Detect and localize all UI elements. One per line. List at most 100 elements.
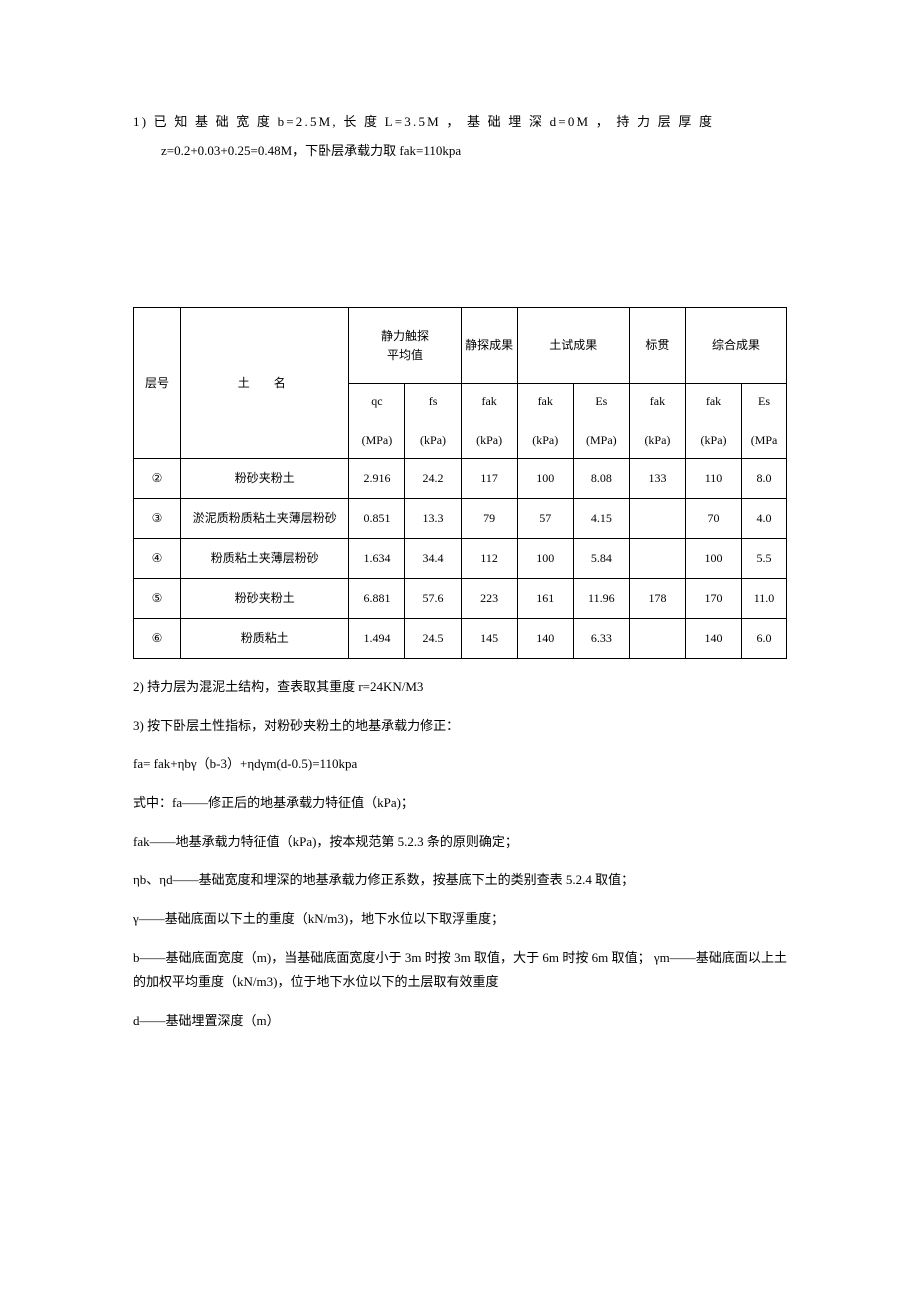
table-cell: 57 [517, 498, 573, 538]
th-fak4-l: fak [688, 392, 739, 411]
table-row: ⑥粉质粘土1.49424.51451406.331406.0 [134, 618, 787, 658]
table-cell [629, 618, 685, 658]
table-cell: 4.15 [573, 498, 629, 538]
table-cell: 4.0 [742, 498, 787, 538]
table-cell: 1.494 [349, 618, 405, 658]
table-cell: ⑤ [134, 578, 181, 618]
table-cell: 145 [461, 618, 517, 658]
para-1b: z=0.2+0.03+0.25=0.48M，下卧层承载力取 fak=110kpa [133, 139, 787, 164]
th-fak1-u: (kPa) [464, 431, 515, 450]
para-5: 式中：fa——修正后的地基承载力特征值（kPa)； [133, 791, 787, 816]
para-7: ηb、ηd——基础宽度和埋深的地基承载力修正系数，按基底下土的类别查表 5.2.… [133, 868, 787, 893]
table-cell: 170 [685, 578, 741, 618]
th-fak3-l: fak [632, 392, 683, 411]
table-cell: ⑥ [134, 618, 181, 658]
th-static-result: 静探成果 [461, 308, 517, 384]
th-fs: fs (kPa) [405, 384, 461, 459]
th-fak1: fak (kPa) [461, 384, 517, 459]
th-combined: 综合成果 [685, 308, 786, 384]
th-static-avg-1: 静力触探 [351, 327, 458, 346]
table-cell: 8.0 [742, 458, 787, 498]
table-cell: 70 [685, 498, 741, 538]
table-cell: 11.0 [742, 578, 787, 618]
table-cell: 11.96 [573, 578, 629, 618]
table-cell: 100 [517, 458, 573, 498]
para-8: γ——基础底面以下土的重度（kN/m3)，地下水位以下取浮重度； [133, 907, 787, 932]
para-3: 3) 按下卧层土性指标，对粉砂夹粉土的地基承载力修正： [133, 714, 787, 739]
table-cell: 140 [685, 618, 741, 658]
th-layer-no: 层号 [134, 308, 181, 459]
table-cell: 110 [685, 458, 741, 498]
table-cell: 133 [629, 458, 685, 498]
table-cell: 178 [629, 578, 685, 618]
table-cell: ② [134, 458, 181, 498]
table-cell: 8.08 [573, 458, 629, 498]
table-cell: 24.5 [405, 618, 461, 658]
table-cell: 100 [685, 538, 741, 578]
table-cell: 5.5 [742, 538, 787, 578]
table-cell: 1.634 [349, 538, 405, 578]
table-cell: 6.881 [349, 578, 405, 618]
th-fak4: fak (kPa) [685, 384, 741, 459]
th-fak2-u: (kPa) [520, 431, 571, 450]
soil-table: 层号 土 名 静力触探 平均值 静探成果 土试成果 标贯 综合成果 qc (MP… [133, 307, 787, 659]
table-cell: 2.916 [349, 458, 405, 498]
th-fak3-u: (kPa) [632, 431, 683, 450]
th-qc-l: qc [351, 392, 402, 411]
para-1a: 1) 已 知 基 础 宽 度 b=2.5M, 长 度 L=3.5M ， 基 础 … [133, 110, 787, 135]
th-es2-u: (MPa [744, 431, 784, 450]
table-cell [629, 538, 685, 578]
table-row: ③淤泥质粉质粘土夹薄层粉砂0.85113.379574.15 704.0 [134, 498, 787, 538]
para-10: d——基础埋置深度（m） [133, 1009, 787, 1034]
th-fs-l: fs [407, 392, 458, 411]
th-fs-u: (kPa) [407, 431, 458, 450]
table-cell: 粉砂夹粉土 [181, 578, 349, 618]
table-cell: 淤泥质粉质粘土夹薄层粉砂 [181, 498, 349, 538]
table-cell: 79 [461, 498, 517, 538]
table-cell: 57.6 [405, 578, 461, 618]
table-cell: 112 [461, 538, 517, 578]
table-body: ②粉砂夹粉土2.91624.21171008.081331108.0③淤泥质粉质… [134, 458, 787, 658]
table-cell: 117 [461, 458, 517, 498]
th-es1-l: Es [576, 392, 627, 411]
th-es2-l: Es [744, 392, 784, 411]
para-4: fa= fak+ηbγ（b-3）+ηdγm(d-0.5)=110kpa [133, 752, 787, 777]
th-soil-test: 土试成果 [517, 308, 629, 384]
th-static-avg-2: 平均值 [351, 346, 458, 365]
table-cell: 0.851 [349, 498, 405, 538]
spacer-1 [133, 177, 787, 307]
table-cell: 6.33 [573, 618, 629, 658]
th-fak1-l: fak [464, 392, 515, 411]
table-row: ④粉质粘土夹薄层粉砂1.63434.41121005.841005.5 [134, 538, 787, 578]
th-es1-u: (MPa) [576, 431, 627, 450]
para-6: fak——地基承载力特征值（kPa)，按本规范第 5.2.3 条的原则确定； [133, 830, 787, 855]
th-spt: 标贯 [629, 308, 685, 384]
table-row: ②粉砂夹粉土2.91624.21171008.081331108.0 [134, 458, 787, 498]
table-cell: 6.0 [742, 618, 787, 658]
table-cell: 13.3 [405, 498, 461, 538]
table-cell [629, 498, 685, 538]
table-row: ⑤粉砂夹粉土6.88157.622316111.9617817011.0 [134, 578, 787, 618]
th-qc: qc (MPa) [349, 384, 405, 459]
table-cell: 34.4 [405, 538, 461, 578]
table-cell: 粉砂夹粉土 [181, 458, 349, 498]
table-cell: 粉质粘土夹薄层粉砂 [181, 538, 349, 578]
table-cell: ④ [134, 538, 181, 578]
th-es1: Es (MPa) [573, 384, 629, 459]
table-cell: 100 [517, 538, 573, 578]
table-cell: 161 [517, 578, 573, 618]
para-9: b——基础底面宽度（m)，当基础底面宽度小于 3m 时按 3m 取值，大于 6m… [133, 946, 787, 995]
table-cell: 24.2 [405, 458, 461, 498]
th-static-avg: 静力触探 平均值 [349, 308, 461, 384]
table-cell: 粉质粘土 [181, 618, 349, 658]
th-fak3: fak (kPa) [629, 384, 685, 459]
table-cell: 223 [461, 578, 517, 618]
th-qc-u: (MPa) [351, 431, 402, 450]
th-fak2: fak (kPa) [517, 384, 573, 459]
th-soil-name: 土 名 [181, 308, 349, 459]
table-cell: ③ [134, 498, 181, 538]
th-fak4-u: (kPa) [688, 431, 739, 450]
table-cell: 140 [517, 618, 573, 658]
table-cell: 5.84 [573, 538, 629, 578]
th-fak2-l: fak [520, 392, 571, 411]
